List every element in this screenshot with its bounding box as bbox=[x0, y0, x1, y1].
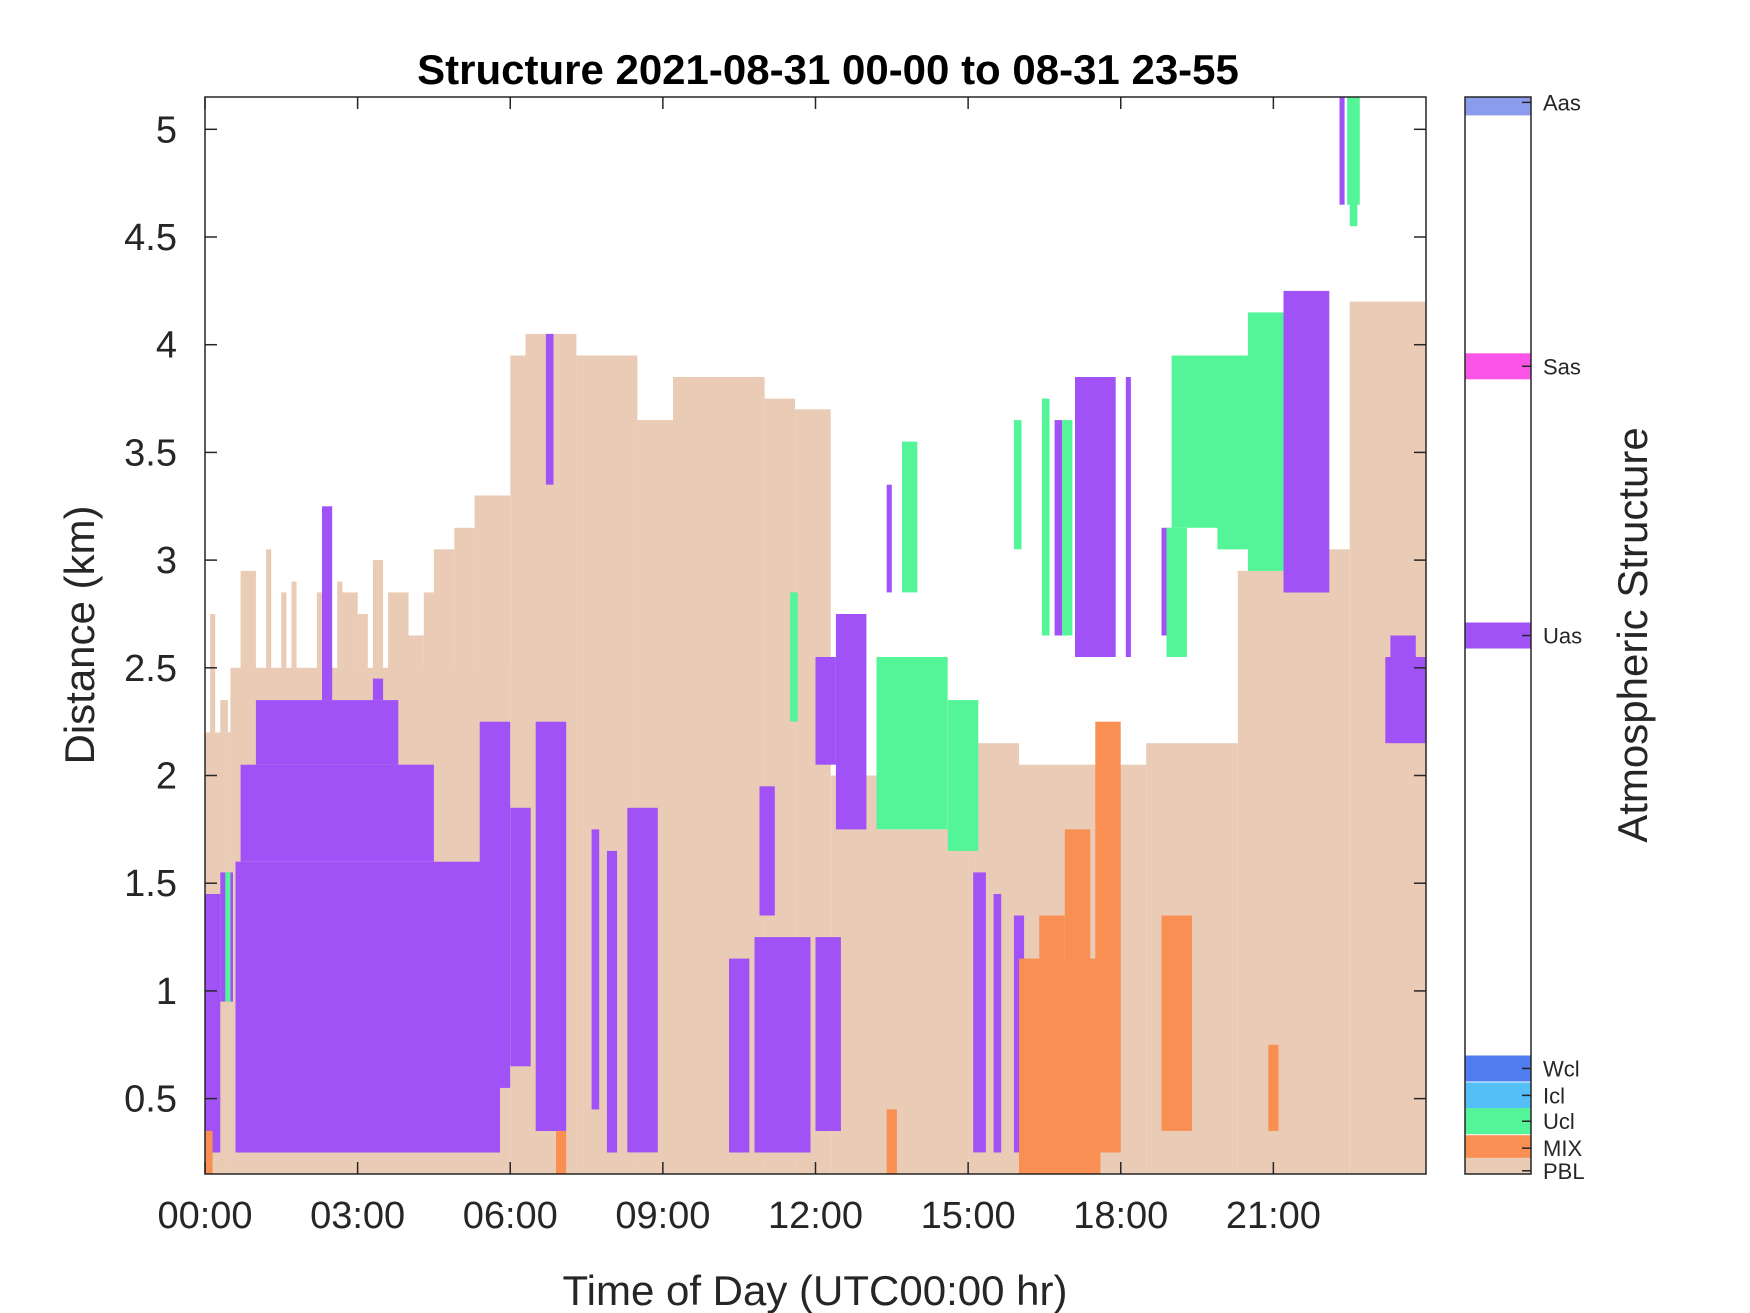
region-uas bbox=[835, 614, 867, 830]
chart-title: Structure 2021-08-31 00-00 to 08-31 23-5… bbox=[417, 46, 1239, 93]
colorbar-swatches bbox=[1465, 97, 1531, 1174]
region-uas bbox=[479, 721, 511, 1088]
colorbar-label-uas: Uas bbox=[1543, 624, 1582, 649]
region-uas bbox=[1390, 635, 1416, 657]
y-tick-label: 3 bbox=[156, 540, 177, 582]
region-mix bbox=[886, 1109, 897, 1174]
region-uas bbox=[255, 700, 399, 765]
region-ucl bbox=[1062, 420, 1073, 636]
x-tick-label: 18:00 bbox=[1073, 1195, 1168, 1237]
region-uas bbox=[372, 678, 384, 701]
y-tick-label: 1.5 bbox=[124, 863, 177, 905]
region-uas bbox=[535, 721, 567, 1131]
region-mix bbox=[1039, 915, 1065, 959]
region-uas bbox=[815, 657, 836, 765]
region-mix bbox=[1268, 1044, 1279, 1131]
y-tick-label: 5 bbox=[156, 109, 177, 151]
region-pbl bbox=[266, 549, 272, 1174]
region-pbl bbox=[673, 377, 765, 1174]
x-tick-label: 00:00 bbox=[157, 1195, 252, 1237]
y-tick-label: 4.5 bbox=[124, 217, 177, 259]
region-ucl bbox=[1013, 420, 1022, 550]
colorbar-swatch-aas bbox=[1465, 97, 1531, 116]
x-tick-label: 21:00 bbox=[1226, 1195, 1321, 1237]
region-uas bbox=[235, 861, 500, 1153]
y-tick-label: 2 bbox=[156, 756, 177, 798]
y-axis-title: Distance (km) bbox=[56, 505, 103, 764]
y-axis: 0.5 1 1.5 2 2.5 3 3.5 4 4.5 5 bbox=[124, 109, 1426, 1121]
region-uas bbox=[205, 894, 221, 1153]
plot-area: 00:00 03:00 06:00 09:00 12:00 15:00 18:00 21:00… bbox=[124, 96, 1427, 1237]
x-axis-title: Time of Day (UTC00:00 hr) bbox=[563, 1267, 1068, 1313]
region-uas bbox=[510, 807, 531, 1067]
region-uas bbox=[973, 872, 986, 1153]
colorbar-swatch-wcl bbox=[1465, 1055, 1531, 1082]
x-axis: 00:00 03:00 06:00 09:00 12:00 15:00 18:00 21:00 bbox=[157, 97, 1321, 1237]
region-uas bbox=[240, 764, 434, 862]
region-uas bbox=[322, 506, 333, 701]
region-ucl bbox=[1247, 312, 1284, 571]
colorbar-swatch-sas bbox=[1465, 353, 1531, 380]
y-tick-label: 1 bbox=[156, 971, 177, 1013]
region-uas bbox=[606, 850, 618, 1153]
region-uas bbox=[993, 894, 1002, 1153]
x-tick-label: 09:00 bbox=[615, 1195, 710, 1237]
region-pbl bbox=[1283, 549, 1350, 1174]
colorbar-label-ucl: Ucl bbox=[1543, 1109, 1575, 1134]
region-uas bbox=[1385, 657, 1426, 744]
x-tick-label: 15:00 bbox=[921, 1195, 1016, 1237]
region-uas bbox=[1283, 290, 1330, 593]
region-uas bbox=[1054, 420, 1063, 636]
region-ucl bbox=[902, 441, 918, 593]
region-mix bbox=[1095, 721, 1121, 1153]
y-tick-label: 0.5 bbox=[124, 1079, 177, 1121]
region-ucl bbox=[947, 700, 979, 851]
region-mix bbox=[205, 1130, 213, 1174]
region-ucl bbox=[225, 872, 231, 1002]
colorbar-label-icl: Icl bbox=[1543, 1083, 1565, 1108]
colorbar-label-pbl: PBL bbox=[1543, 1159, 1585, 1184]
y-tick-label: 2.5 bbox=[124, 648, 177, 690]
colorbar-title: Atmospheric Structure bbox=[1609, 427, 1656, 843]
colorbar-label-wcl: Wcl bbox=[1543, 1056, 1580, 1081]
y-tick-label: 4 bbox=[156, 325, 177, 367]
colorbar-swatch-pbl bbox=[1465, 1157, 1531, 1174]
region-uas bbox=[815, 937, 841, 1131]
y-tick-label: 3.5 bbox=[124, 432, 177, 474]
region-uas bbox=[754, 937, 811, 1153]
region-uas bbox=[729, 958, 750, 1153]
region-ucl bbox=[790, 592, 798, 722]
region-mix bbox=[1161, 915, 1192, 1131]
colorbar-label-mix: MIX bbox=[1543, 1136, 1582, 1161]
colorbar-swatch-uas bbox=[1465, 622, 1531, 649]
region-uas bbox=[759, 786, 775, 916]
region-ucl bbox=[1347, 97, 1360, 205]
region-uas bbox=[627, 807, 658, 1153]
x-tick-label: 12:00 bbox=[768, 1195, 863, 1237]
region-uas bbox=[545, 333, 554, 485]
region-uas bbox=[1339, 97, 1345, 205]
x-tick-label: 06:00 bbox=[463, 1195, 558, 1237]
x-tick-label: 03:00 bbox=[310, 1195, 405, 1237]
region-mix bbox=[1064, 829, 1091, 959]
region-uas bbox=[1125, 377, 1131, 657]
colorbar-label-aas: Aas bbox=[1543, 90, 1581, 115]
region-ucl bbox=[876, 657, 948, 830]
colorbar-swatch-mix bbox=[1465, 1135, 1531, 1162]
region-uas bbox=[1075, 377, 1116, 657]
colorbar-swatch-ucl bbox=[1465, 1108, 1531, 1135]
region-ucl bbox=[1166, 527, 1187, 657]
region-uas bbox=[886, 484, 892, 593]
region-mix bbox=[556, 1130, 567, 1174]
region-ucl bbox=[1349, 193, 1358, 227]
region-mix bbox=[1019, 958, 1101, 1174]
colorbar-swatch-icl bbox=[1465, 1082, 1531, 1109]
region-uas bbox=[591, 829, 600, 1110]
region-ucl bbox=[1041, 398, 1050, 636]
colorbar-label-sas: Sas bbox=[1543, 354, 1581, 379]
structure-regions bbox=[205, 97, 1426, 1175]
